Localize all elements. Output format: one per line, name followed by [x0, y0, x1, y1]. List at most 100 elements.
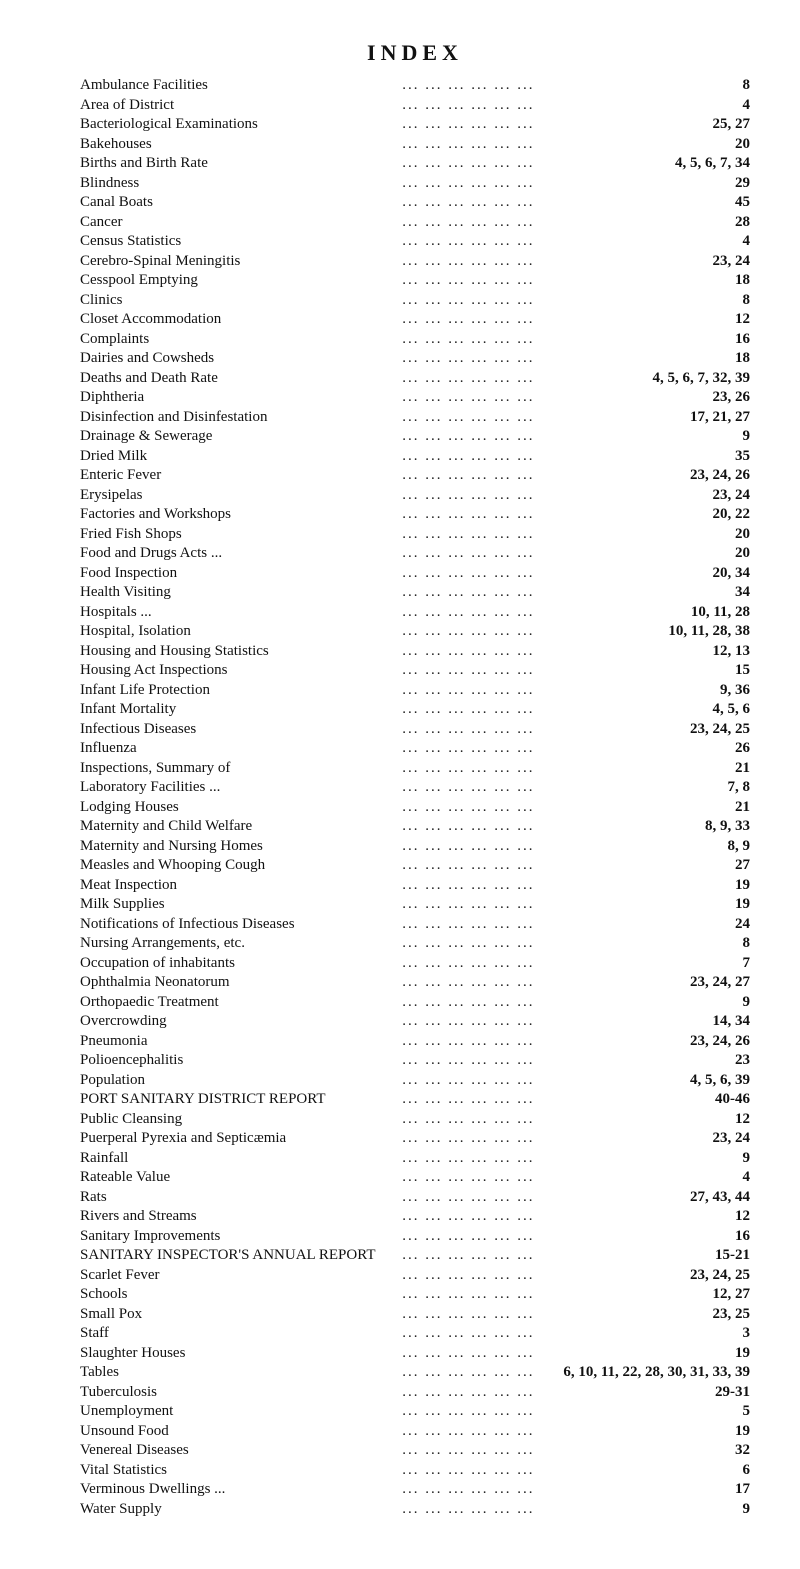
index-row: Census Statistics... ... ... ... ... ...… [80, 232, 750, 252]
index-row: Dairies and Cowsheds... ... ... ... ... … [80, 349, 750, 369]
index-leader: ... ... ... ... ... ... [402, 720, 546, 740]
index-entry-pages: 3 [546, 1324, 750, 1344]
index-row: Measles and Whooping Cough... ... ... ..… [80, 856, 750, 876]
index-row: Slaughter Houses... ... ... ... ... ...1… [80, 1344, 750, 1364]
index-row: Laboratory Facilities ...... ... ... ...… [80, 778, 750, 798]
index-entry-pages: 27, 43, 44 [546, 1188, 750, 1208]
index-leader: ... ... ... ... ... ... [402, 544, 546, 564]
page-title: INDEX [80, 40, 750, 66]
index-entry-pages: 19 [546, 876, 750, 896]
index-entry-pages: 20 [546, 525, 750, 545]
index-leader: ... ... ... ... ... ... [402, 876, 546, 896]
index-entry-label: Sanitary Improvements [80, 1227, 402, 1247]
index-entry-label: Cancer [80, 213, 402, 233]
index-leader: ... ... ... ... ... ... [402, 1363, 546, 1383]
index-leader: ... ... ... ... ... ... [402, 837, 546, 857]
index-entry-label: Staff [80, 1324, 402, 1344]
index-leader: ... ... ... ... ... ... [402, 193, 546, 213]
index-entry-label: Nursing Arrangements, etc. [80, 934, 402, 954]
index-leader: ... ... ... ... ... ... [402, 564, 546, 584]
index-entry-label: Ambulance Facilities [80, 76, 402, 96]
index-entry-pages: 23, 25 [546, 1305, 750, 1325]
index-leader: ... ... ... ... ... ... [402, 973, 546, 993]
index-leader: ... ... ... ... ... ... [402, 1207, 546, 1227]
index-row: Staff... ... ... ... ... ...3 [80, 1324, 750, 1344]
index-entry-label: Venereal Diseases [80, 1441, 402, 1461]
index-entry-pages: 4 [546, 1168, 750, 1188]
index-entry-pages: 23, 24, 26 [546, 466, 750, 486]
index-entry-pages: 19 [546, 1422, 750, 1442]
index-row: Rivers and Streams... ... ... ... ... ..… [80, 1207, 750, 1227]
index-entry-label: Rainfall [80, 1149, 402, 1169]
index-leader: ... ... ... ... ... ... [402, 1305, 546, 1325]
index-entry-label: Enteric Fever [80, 466, 402, 486]
index-entry-label: Disinfection and Disinfestation [80, 408, 402, 428]
index-entry-pages: 21 [546, 759, 750, 779]
index-entry-label: Housing Act Inspections [80, 661, 402, 681]
index-entry-label: Influenza [80, 739, 402, 759]
index-row: Closet Accommodation... ... ... ... ... … [80, 310, 750, 330]
index-entry-label: Canal Boats [80, 193, 402, 213]
index-leader: ... ... ... ... ... ... [402, 1461, 546, 1481]
index-row: Blindness... ... ... ... ... ...29 [80, 174, 750, 194]
index-entry-pages: 32 [546, 1441, 750, 1461]
index-leader: ... ... ... ... ... ... [402, 349, 546, 369]
index-entry-pages: 23, 24 [546, 1129, 750, 1149]
index-row: Small Pox... ... ... ... ... ...23, 25 [80, 1305, 750, 1325]
index-entry-label: Infant Life Protection [80, 681, 402, 701]
index-entry-label: Tables [80, 1363, 402, 1383]
index-entry-label: Closet Accommodation [80, 310, 402, 330]
index-entry-label: Drainage & Sewerage [80, 427, 402, 447]
index-leader: ... ... ... ... ... ... [402, 739, 546, 759]
index-entry-label: Births and Birth Rate [80, 154, 402, 174]
index-entry-label: Inspections, Summary of [80, 759, 402, 779]
index-leader: ... ... ... ... ... ... [402, 700, 546, 720]
index-entry-pages: 24 [546, 915, 750, 935]
index-entry-label: Rats [80, 1188, 402, 1208]
index-row: Hospitals ...... ... ... ... ... ...10, … [80, 603, 750, 623]
index-entry-pages: 12 [546, 1110, 750, 1130]
index-entry-pages: 6 [546, 1461, 750, 1481]
index-entry-label: Hospitals ... [80, 603, 402, 623]
index-entry-pages: 4, 5, 6 [546, 700, 750, 720]
index-leader: ... ... ... ... ... ... [402, 1012, 546, 1032]
index-row: Clinics... ... ... ... ... ...8 [80, 291, 750, 311]
index-leader: ... ... ... ... ... ... [402, 1441, 546, 1461]
index-entry-pages: 18 [546, 271, 750, 291]
index-row: Cesspool Emptying... ... ... ... ... ...… [80, 271, 750, 291]
index-entry-pages: 40-46 [546, 1090, 750, 1110]
index-entry-label: Puerperal Pyrexia and Septicæmia [80, 1129, 402, 1149]
index-entry-label: Orthopaedic Treatment [80, 993, 402, 1013]
index-row: Rats... ... ... ... ... ...27, 43, 44 [80, 1188, 750, 1208]
index-entry-pages: 9 [546, 1500, 750, 1520]
index-entry-pages: 21 [546, 798, 750, 818]
index-entry-pages: 16 [546, 1227, 750, 1247]
index-leader: ... ... ... ... ... ... [402, 252, 546, 272]
index-entry-label: Census Statistics [80, 232, 402, 252]
index-leader: ... ... ... ... ... ... [402, 154, 546, 174]
index-entry-pages: 45 [546, 193, 750, 213]
index-row: Population... ... ... ... ... ...4, 5, 6… [80, 1071, 750, 1091]
index-entry-pages: 19 [546, 1344, 750, 1364]
index-entry-pages: 26 [546, 739, 750, 759]
index-entry-label: SANITARY INSPECTOR'S ANNUAL REPORT [80, 1246, 402, 1266]
index-entry-pages: 7, 8 [546, 778, 750, 798]
index-leader: ... ... ... ... ... ... [402, 661, 546, 681]
index-entry-pages: 20, 22 [546, 505, 750, 525]
index-leader: ... ... ... ... ... ... [402, 388, 546, 408]
index-row: Public Cleansing... ... ... ... ... ...1… [80, 1110, 750, 1130]
index-entry-label: Small Pox [80, 1305, 402, 1325]
index-leader: ... ... ... ... ... ... [402, 1285, 546, 1305]
index-leader: ... ... ... ... ... ... [402, 817, 546, 837]
index-leader: ... ... ... ... ... ... [402, 642, 546, 662]
index-row: Overcrowding... ... ... ... ... ...14, 3… [80, 1012, 750, 1032]
index-leader: ... ... ... ... ... ... [402, 778, 546, 798]
index-leader: ... ... ... ... ... ... [402, 1149, 546, 1169]
index-row: Food and Drugs Acts ...... ... ... ... .… [80, 544, 750, 564]
index-row: Infant Life Protection... ... ... ... ..… [80, 681, 750, 701]
index-leader: ... ... ... ... ... ... [402, 603, 546, 623]
index-entry-label: Meat Inspection [80, 876, 402, 896]
index-leader: ... ... ... ... ... ... [402, 76, 546, 96]
index-row: Maternity and Nursing Homes... ... ... .… [80, 837, 750, 857]
index-row: Infectious Diseases... ... ... ... ... .… [80, 720, 750, 740]
